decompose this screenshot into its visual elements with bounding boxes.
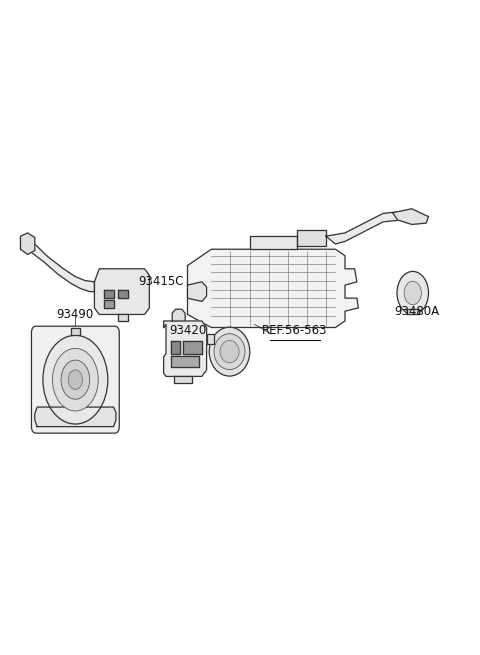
Polygon shape xyxy=(35,407,116,426)
Polygon shape xyxy=(188,250,359,328)
Text: REF.56-563: REF.56-563 xyxy=(262,324,328,337)
Polygon shape xyxy=(171,356,199,367)
Ellipse shape xyxy=(209,328,250,376)
Polygon shape xyxy=(104,300,114,308)
Circle shape xyxy=(43,335,108,424)
Polygon shape xyxy=(171,341,180,354)
Polygon shape xyxy=(21,233,35,254)
Circle shape xyxy=(68,370,83,390)
FancyBboxPatch shape xyxy=(32,326,119,433)
Circle shape xyxy=(397,271,429,314)
Polygon shape xyxy=(104,290,114,298)
Ellipse shape xyxy=(214,333,245,369)
Text: 93490: 93490 xyxy=(57,308,94,321)
Polygon shape xyxy=(95,269,149,314)
Polygon shape xyxy=(118,290,128,298)
Polygon shape xyxy=(118,314,128,321)
Polygon shape xyxy=(297,230,326,246)
Text: 93420: 93420 xyxy=(169,324,206,337)
Circle shape xyxy=(404,281,421,305)
Polygon shape xyxy=(206,334,214,344)
Circle shape xyxy=(61,360,90,400)
Polygon shape xyxy=(393,209,429,225)
Polygon shape xyxy=(24,240,95,291)
Polygon shape xyxy=(188,282,206,301)
Polygon shape xyxy=(172,309,185,321)
Polygon shape xyxy=(71,328,80,335)
Polygon shape xyxy=(326,212,412,244)
Polygon shape xyxy=(183,341,202,354)
Ellipse shape xyxy=(220,341,239,363)
Polygon shape xyxy=(164,321,206,377)
Text: 93480A: 93480A xyxy=(394,305,439,318)
Text: 93415C: 93415C xyxy=(139,275,184,288)
Circle shape xyxy=(52,348,98,411)
Polygon shape xyxy=(250,236,297,250)
Polygon shape xyxy=(174,377,192,383)
Polygon shape xyxy=(407,309,419,314)
